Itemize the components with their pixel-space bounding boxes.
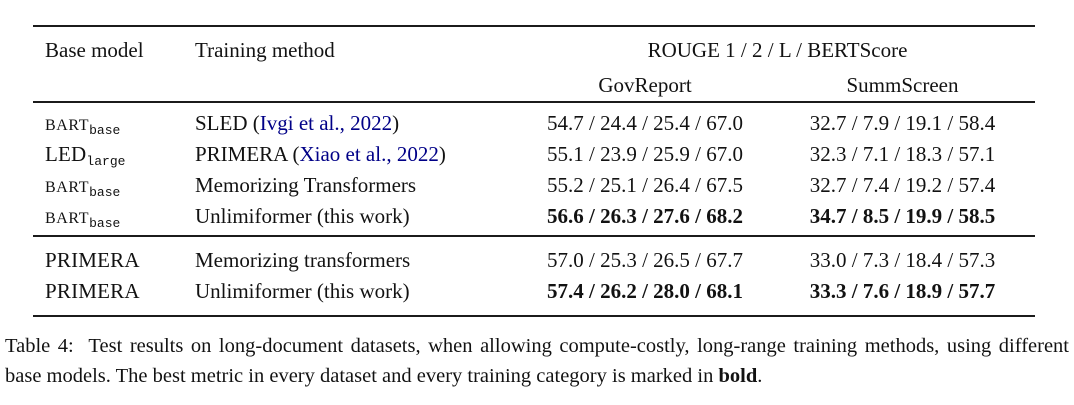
table-row: PRIMERA Unlimiformer (this work) 57.4 / …: [33, 276, 1035, 307]
training-method-cell: Unlimiformer (this work): [195, 279, 520, 304]
method-text: PRIMERA (: [195, 142, 300, 166]
table-row: LEDlarge PRIMERA (Xiao et al., 2022) 55.…: [33, 139, 1035, 170]
caption-period: .: [757, 365, 763, 387]
method-text: Unlimiformer (this work): [195, 279, 410, 303]
base-model-name: BART: [45, 117, 90, 134]
training-method-cell: PRIMERA (Xiao et al., 2022): [195, 142, 520, 167]
table-caption: Table 4: Test results on long-document d…: [5, 331, 1069, 391]
method-text: ): [392, 111, 400, 135]
header-base-model: Base model: [45, 37, 144, 62]
govreport-scores: 55.2 / 25.1 / 26.4 / 67.5: [546, 173, 743, 197]
table-row: BARTbase Unlimiformer (this work) 56.6 /…: [33, 201, 1035, 232]
table-group-2: PRIMERA Memorizing transformers 57.0 / 2…: [33, 237, 1035, 315]
header-metrics: ROUGE 1 / 2 / L / BERTScore: [647, 37, 908, 62]
summscreen-scores: 33.3 / 7.6 / 18.9 / 57.7: [809, 279, 996, 303]
base-model-cell: PRIMERA: [33, 248, 195, 273]
govreport-scores: 54.7 / 24.4 / 25.4 / 67.0: [546, 111, 743, 135]
table-top-rule: [33, 25, 1035, 27]
base-model-cell: PRIMERA: [33, 279, 195, 304]
table-header: Base model Training method ROUGE 1 / 2 /…: [33, 27, 1035, 101]
summscreen-scores: 33.0 / 7.3 / 18.4 / 57.3: [809, 248, 996, 272]
caption-bold-word: bold: [718, 365, 758, 387]
base-model-name: BART: [45, 179, 90, 196]
method-text: Memorizing Transformers: [195, 173, 417, 197]
base-model-name: PRIMERA: [45, 248, 140, 272]
summscreen-scores: 32.7 / 7.9 / 19.1 / 58.4: [809, 111, 996, 135]
base-model-cell: LEDlarge: [33, 142, 195, 169]
govreport-scores: 57.0 / 25.3 / 26.5 / 67.7: [546, 248, 743, 272]
method-text: Memorizing transformers: [195, 248, 411, 272]
header-govreport: GovReport: [598, 72, 692, 97]
base-model-name: PRIMERA: [45, 279, 140, 303]
method-text: SLED (: [195, 111, 260, 135]
base-model-cell: BARTbase: [33, 204, 195, 231]
method-text: Unlimiformer (this work): [195, 204, 410, 228]
header-summscreen: SummScreen: [846, 72, 959, 97]
govreport-scores: 56.6 / 26.3 / 27.6 / 68.2: [546, 204, 743, 228]
base-model-subscript: base: [89, 216, 121, 231]
base-model-subscript: large: [86, 154, 126, 169]
base-model-cell: BARTbase: [33, 173, 195, 200]
govreport-scores: 57.4 / 26.2 / 28.0 / 68.1: [546, 279, 743, 303]
summscreen-scores: 34.7 / 8.5 / 19.9 / 58.5: [809, 204, 996, 228]
citation-link[interactable]: Ivgi et al., 2022: [259, 111, 393, 135]
header-training-method: Training method: [195, 37, 335, 62]
summscreen-scores: 32.7 / 7.4 / 19.2 / 57.4: [809, 173, 996, 197]
table-bottom-rule: [33, 315, 1035, 317]
base-model-name: BART: [45, 210, 90, 227]
table-group-1: BARTbase SLED (Ivgi et al., 2022) 54.7 /…: [33, 103, 1035, 235]
training-method-cell: Unlimiformer (this work): [195, 204, 520, 229]
results-table: Base model Training method ROUGE 1 / 2 /…: [33, 25, 1035, 317]
base-model-cell: BARTbase: [33, 111, 195, 138]
govreport-scores: 55.1 / 23.9 / 25.9 / 67.0: [546, 142, 743, 166]
caption-text: Table 4: Test results on long-document d…: [5, 335, 1069, 387]
base-model-subscript: base: [89, 123, 121, 138]
summscreen-scores: 32.3 / 7.1 / 18.3 / 57.1: [809, 142, 996, 166]
training-method-cell: SLED (Ivgi et al., 2022): [195, 111, 520, 136]
citation-link[interactable]: Xiao et al., 2022: [299, 142, 439, 166]
method-text: ): [438, 142, 446, 166]
training-method-cell: Memorizing Transformers: [195, 173, 520, 198]
table-row: BARTbase SLED (Ivgi et al., 2022) 54.7 /…: [33, 108, 1035, 139]
table-group-rule: [33, 235, 1035, 237]
table-header-rule: [33, 101, 1035, 103]
table-row: PRIMERA Memorizing transformers 57.0 / 2…: [33, 245, 1035, 276]
training-method-cell: Memorizing transformers: [195, 248, 520, 273]
base-model-name: LED: [45, 142, 87, 166]
table-row: BARTbase Memorizing Transformers 55.2 / …: [33, 170, 1035, 201]
base-model-subscript: base: [89, 185, 121, 200]
